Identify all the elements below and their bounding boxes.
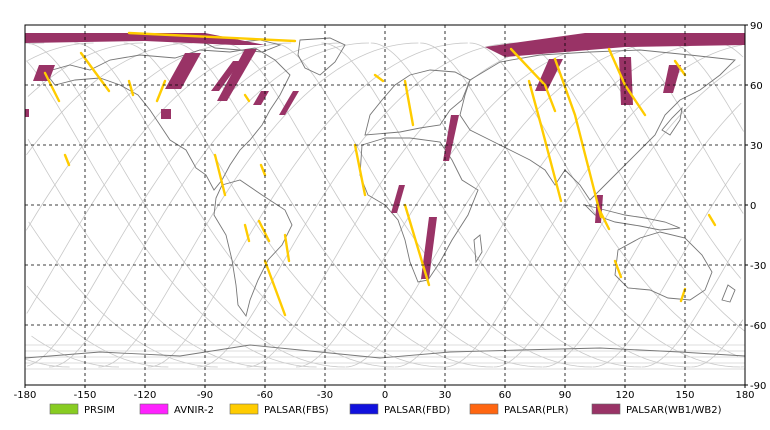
palsar-fbs-tracks — [43, 31, 717, 317]
coastline-madagascar — [473, 234, 483, 264]
track-fbs — [673, 59, 687, 77]
legend-swatch — [349, 403, 379, 415]
latitude-tick-labels: 90 60 30 0 -30 -60 -90 — [745, 21, 766, 392]
coastline-greenland — [297, 37, 346, 76]
coastline-north-america — [44, 47, 291, 191]
legend-label: PALSAR(WB1/WB2) — [626, 405, 722, 416]
legend-swatch — [139, 403, 169, 415]
x-tick-label: 120 — [615, 390, 634, 401]
legend-swatch — [229, 403, 259, 415]
x-tick-label: 60 — [499, 390, 512, 401]
x-tick-label: 150 — [675, 390, 694, 401]
swath-wb — [217, 49, 257, 101]
y-tick-label: -60 — [750, 321, 766, 332]
swath-wb — [443, 115, 459, 161]
track-fbs — [283, 233, 291, 263]
swath-wb — [165, 53, 201, 89]
track-fbs — [373, 73, 385, 83]
track-fbs — [403, 79, 415, 127]
track-fbs — [243, 93, 251, 103]
orbit-track — [26, 42, 744, 368]
swath-wb — [421, 217, 437, 279]
track-fbs — [353, 143, 367, 197]
y-tick-label: 60 — [750, 81, 763, 92]
x-tick-label: -180 — [14, 390, 37, 401]
x-tick-label: 180 — [735, 390, 754, 401]
legend-label: PALSAR(FBD) — [384, 405, 450, 416]
track-fbs — [707, 213, 717, 227]
track-fbs — [127, 31, 297, 43]
track-fbs — [259, 163, 267, 177]
y-tick-label: 0 — [750, 201, 756, 212]
track-fbs — [613, 259, 623, 279]
y-tick-label: 30 — [750, 141, 763, 152]
x-tick-label: 90 — [559, 390, 572, 401]
lat-lon-grid — [25, 25, 745, 385]
legend: PRSIM AVNIR-2 PALSAR(FBS) PALSAR(FBD) PALSAR… — [49, 403, 722, 416]
y-tick-label: -90 — [750, 381, 766, 392]
swath-wb — [161, 109, 171, 119]
track-fbs — [43, 71, 61, 103]
swath-wb — [279, 91, 299, 115]
legend-swatch — [49, 403, 79, 415]
x-tick-label: 0 — [382, 390, 388, 401]
legend-label: PALSAR(PLR) — [504, 405, 569, 416]
orbit-track — [25, 42, 739, 368]
legend-label: PALSAR(FBS) — [264, 405, 329, 416]
coastline-europe — [364, 69, 471, 136]
track-fbs — [553, 57, 603, 219]
legend-swatch — [591, 403, 621, 415]
coastline-indonesia — [583, 204, 681, 231]
legend-swatch — [469, 403, 499, 415]
legend-label: PRSIM — [84, 405, 115, 416]
track-fbs — [509, 47, 557, 113]
track-fbs — [63, 153, 71, 167]
orbit-track — [26, 42, 741, 368]
track-fbs — [679, 287, 687, 303]
swath-wb — [663, 65, 681, 93]
track-fbs — [263, 259, 287, 317]
swath-wb — [391, 185, 405, 213]
swath-wb — [485, 33, 745, 57]
track-fbs — [243, 223, 251, 243]
swath-wb — [619, 57, 633, 105]
track-fbs — [213, 153, 227, 197]
x-tick-label: 30 — [439, 390, 452, 401]
y-tick-label: 90 — [750, 21, 763, 32]
track-fbs — [155, 79, 167, 103]
y-tick-label: -30 — [750, 261, 766, 272]
x-tick-label: -60 — [257, 390, 273, 401]
swath-wb — [25, 109, 29, 117]
track-fbs — [527, 79, 563, 203]
legend-label: AVNIR-2 — [174, 405, 214, 416]
track-fbs — [127, 79, 135, 97]
coastline-australia — [614, 231, 713, 301]
longitude-tick-labels: -180 -150 -120 -90 -60 -30 0 30 60 90 120 150 180 — [14, 385, 755, 401]
coastline-antarctica — [24, 344, 746, 359]
coastline-new-zealand — [721, 284, 736, 303]
track-fbs — [403, 203, 431, 287]
coastline-japan — [661, 106, 683, 136]
swath-wb — [253, 91, 269, 105]
x-tick-label: -90 — [197, 390, 213, 401]
track-fbs — [257, 219, 271, 243]
x-tick-label: -150 — [74, 390, 97, 401]
x-tick-label: -120 — [134, 390, 157, 401]
swath-wb — [211, 61, 241, 91]
x-tick-label: -30 — [317, 390, 333, 401]
track-fbs — [597, 207, 611, 231]
